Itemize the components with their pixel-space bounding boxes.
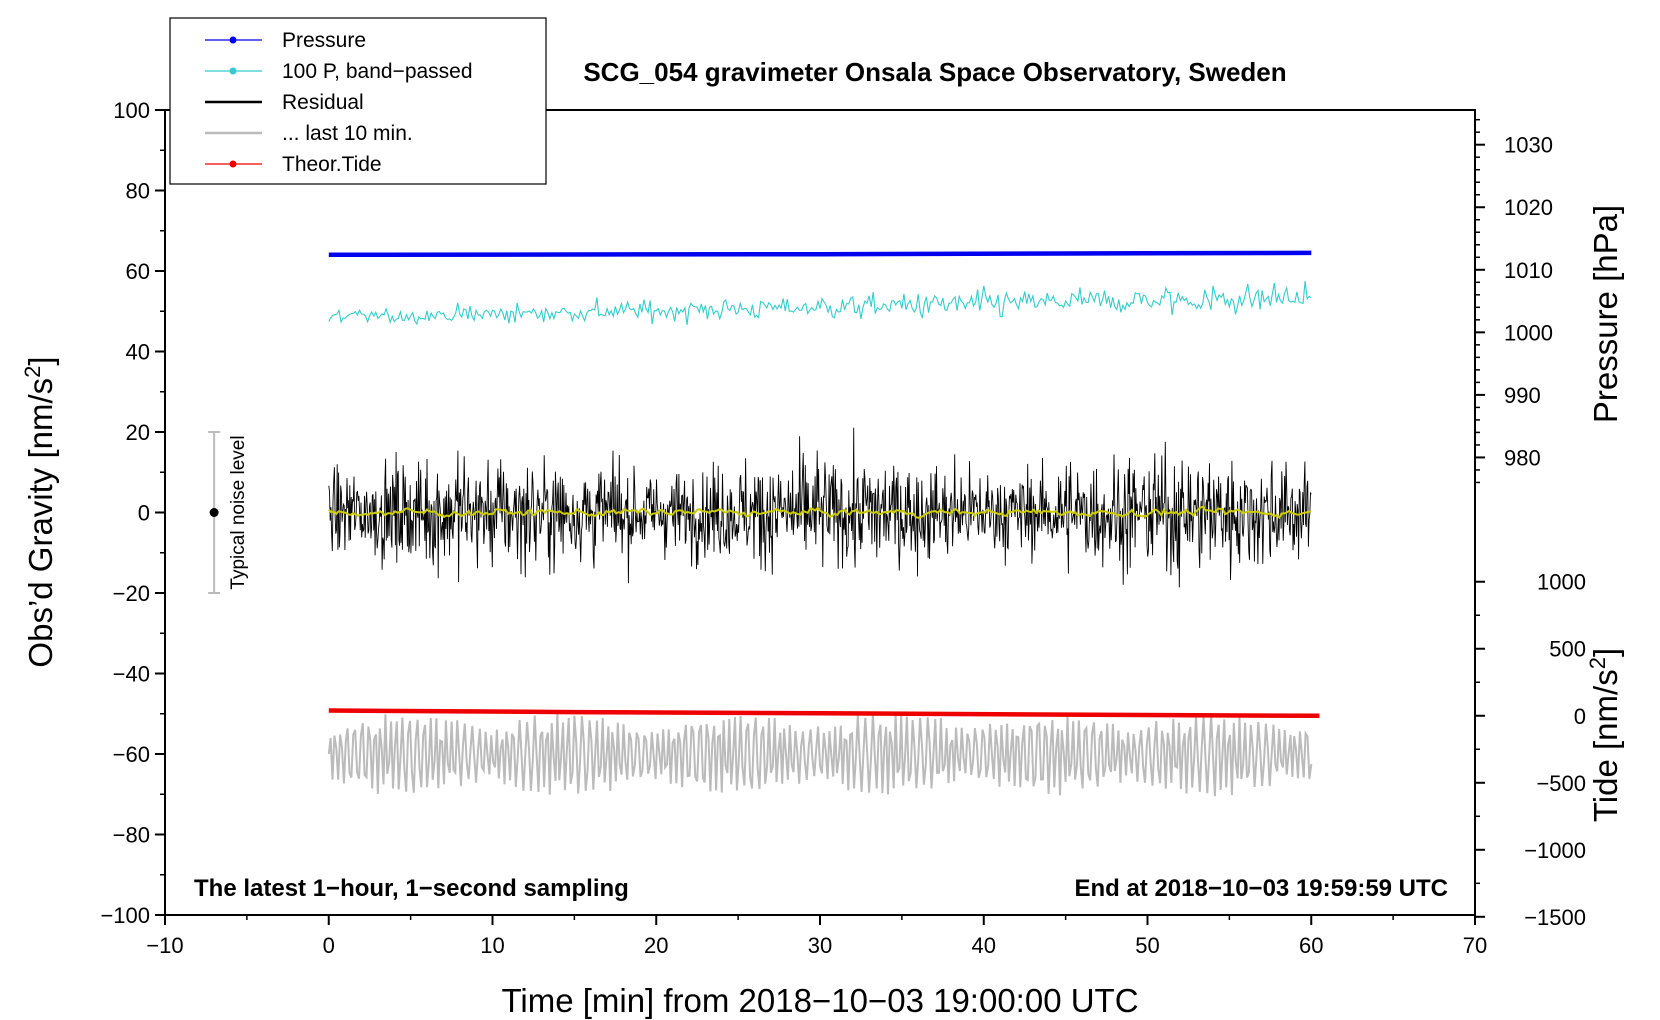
- x-tick-label: −10: [146, 933, 183, 958]
- legend: Pressure 100 P, band−passed Residual ... la…: [169, 17, 547, 185]
- legend-label: 100 P, band−passed: [282, 60, 473, 83]
- x-axis-title: Time [min] from 2018−10−03 19:00:00 UTC: [501, 982, 1138, 1019]
- legend-label: Theor.Tide: [282, 153, 382, 176]
- x-tick-label: 40: [972, 933, 996, 958]
- series-residual-smoothed: [328, 505, 1312, 520]
- y-axis-left-title-end: ]: [22, 356, 59, 365]
- y-tick-label: 100: [113, 98, 150, 123]
- pressure-axis-ticks: 1030 1020 1010 1000 990 980: [1475, 118, 1553, 484]
- tide-tick-label: 0: [1574, 704, 1586, 729]
- y-tick-label: 0: [138, 501, 150, 526]
- tide-tick-label: 500: [1549, 637, 1586, 662]
- pressure-tick-label: 1030: [1504, 133, 1553, 158]
- series-pressure: [328, 250, 1312, 258]
- series-residual: [328, 427, 1312, 588]
- annotation-sampling: The latest 1−hour, 1−second sampling: [194, 875, 629, 902]
- y-axis-left-ticks: 100 80 60 40 20 0 −20 −40 −60 −80 −100: [100, 98, 165, 928]
- y-axis-left-title: Obs’d Gravity [nm/s2]: [20, 356, 59, 667]
- y-tick-label: −100: [100, 903, 150, 928]
- x-tick-label: 70: [1463, 933, 1487, 958]
- tide-tick-label: 1000: [1537, 570, 1586, 595]
- legend-label: Pressure: [282, 29, 366, 52]
- y-tick-label: 80: [126, 179, 150, 204]
- x-tick-label: 20: [644, 933, 668, 958]
- pressure-tick-label: 1000: [1504, 320, 1553, 345]
- y-axis-left-title-main: Obs’d Gravity [nm/s: [22, 378, 59, 668]
- series-theoretical-tide: [328, 708, 1320, 719]
- pressure-tick-label: 1020: [1504, 195, 1553, 220]
- series-last-10-min: [327, 712, 1313, 797]
- y-tick-label: −40: [113, 662, 150, 687]
- annotation-end-time: End at 2018−10−03 19:59:59 UTC: [1074, 875, 1448, 902]
- chart-title: SCG_054 gravimeter Onsala Space Observat…: [583, 57, 1286, 87]
- tide-tick-label: −1500: [1524, 905, 1586, 930]
- y-tick-label: −60: [113, 742, 150, 767]
- tide-axis-title-sup: 2: [1585, 657, 1610, 669]
- y-tick-label: 20: [126, 420, 150, 445]
- legend-swatch-dot: [229, 36, 237, 44]
- legend-label: ... last 10 min.: [282, 122, 413, 145]
- y-tick-label: 40: [126, 340, 150, 365]
- x-tick-label: 50: [1135, 933, 1159, 958]
- x-axis-ticks: −10 0 10 20 30 40 50 60 70: [146, 915, 1487, 958]
- x-tick-label: 0: [323, 933, 335, 958]
- typical-noise-marker: Typical noise level: [208, 431, 249, 594]
- y-tick-label: −20: [113, 581, 150, 606]
- legend-swatch-dot: [229, 160, 237, 168]
- noise-center-dot: [209, 508, 219, 517]
- tide-tick-label: −500: [1536, 771, 1586, 796]
- series-pressure-band-passed: [328, 281, 1312, 326]
- tide-axis-title-main: Tide [nm/s: [1587, 669, 1624, 822]
- x-tick-label: 60: [1299, 933, 1323, 958]
- legend-label: Residual: [282, 91, 364, 114]
- pressure-tick-label: 990: [1504, 383, 1541, 408]
- x-tick-label: 30: [808, 933, 832, 958]
- x-tick-label: 10: [480, 933, 504, 958]
- tide-axis-ticks: 1000 500 0 −500 −1000 −1500: [1475, 570, 1586, 930]
- tide-tick-label: −1000: [1524, 838, 1586, 863]
- pressure-tick-label: 1010: [1504, 258, 1553, 283]
- series-layer: [327, 250, 1320, 797]
- legend-swatch-dot: [229, 67, 237, 75]
- y-tick-label: −80: [113, 823, 150, 848]
- y-axis-left-title-sup: 2: [20, 366, 45, 378]
- noise-label: Typical noise level: [228, 435, 249, 589]
- tide-axis-title: Tide [nm/s2]: [1585, 648, 1624, 822]
- tide-axis-title-end: ]: [1587, 648, 1624, 657]
- pressure-tick-label: 980: [1504, 445, 1541, 470]
- pressure-axis-title: Pressure [hPa]: [1587, 205, 1624, 423]
- y-tick-label: 60: [126, 259, 150, 284]
